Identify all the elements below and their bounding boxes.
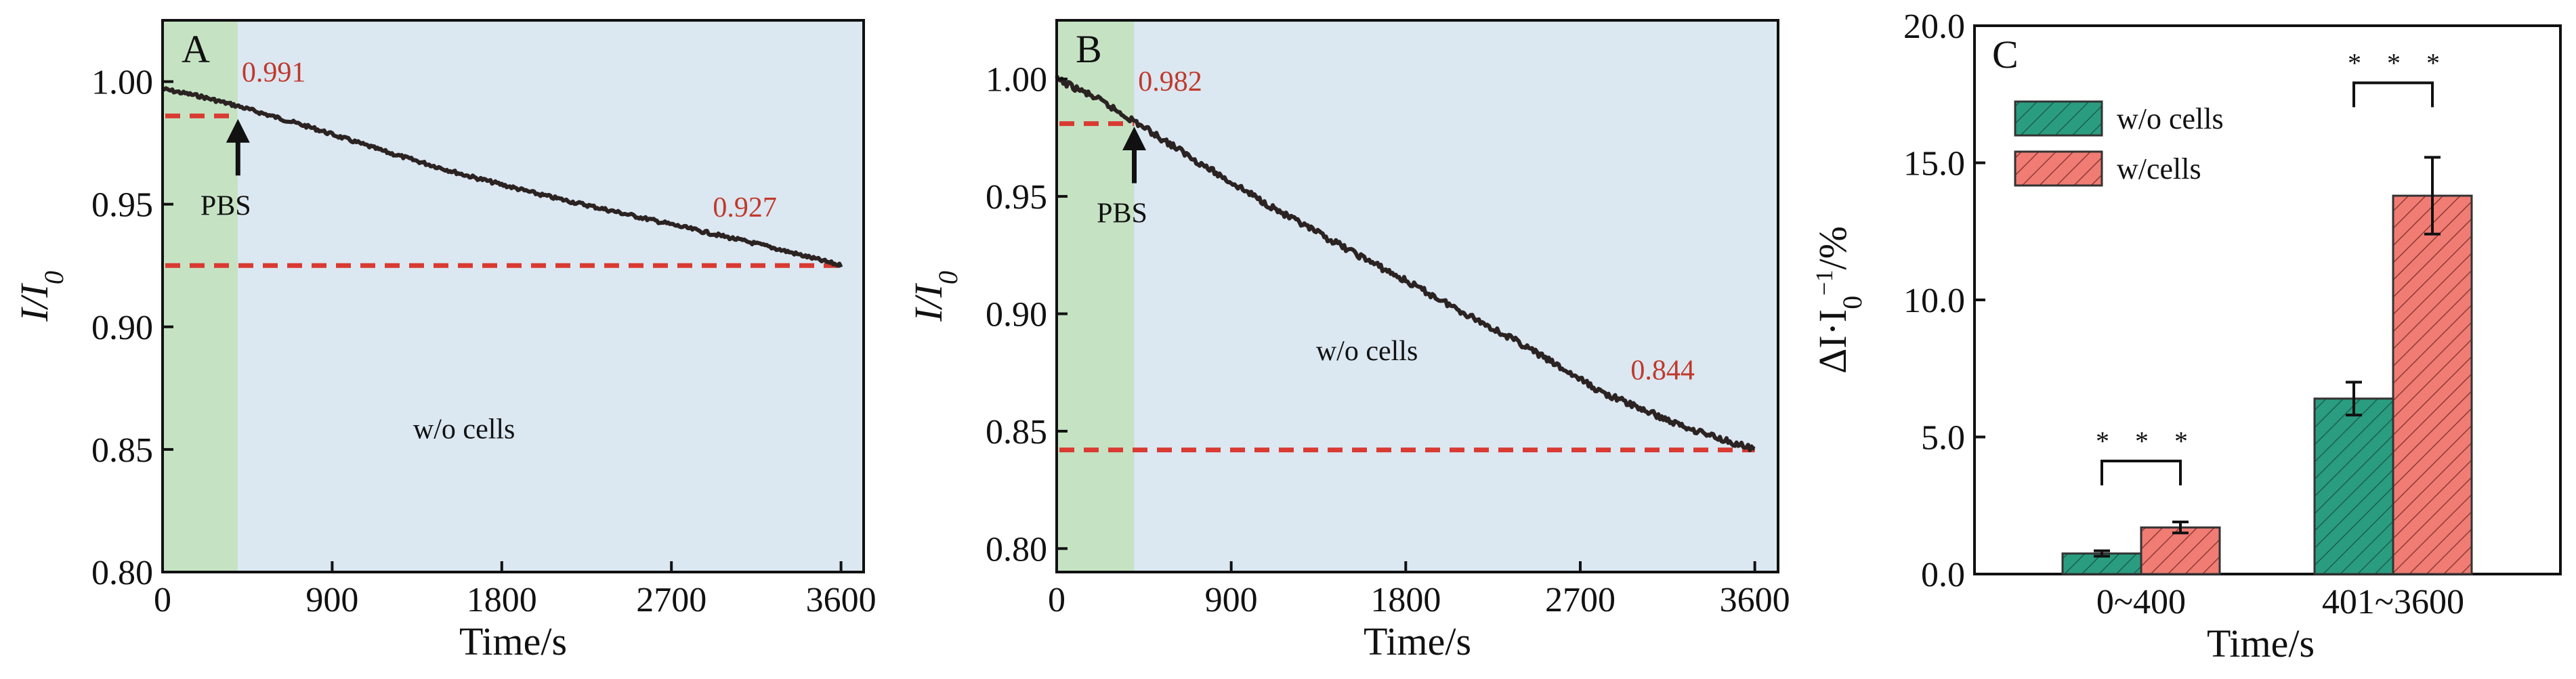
region-label: w/o cells bbox=[1316, 336, 1418, 367]
y-tick-label: 0.90 bbox=[986, 296, 1047, 334]
y-tick-label: 5.0 bbox=[1921, 419, 1965, 458]
x-tick-label: 3600 bbox=[1720, 581, 1790, 619]
bars bbox=[2061, 194, 2473, 575]
significance-label: * * * bbox=[2348, 47, 2449, 78]
bar bbox=[2313, 397, 2394, 575]
annotation-start: 0.991 bbox=[242, 58, 306, 89]
x-tick-label: 1800 bbox=[1370, 581, 1441, 619]
x-axis-ticks: 0 900 1800 2700 3600 bbox=[154, 561, 877, 619]
significance-label: * * * bbox=[2096, 426, 2197, 456]
x-tick-label: 3600 bbox=[806, 581, 877, 619]
error-bars bbox=[2094, 156, 2441, 558]
significance-bracket bbox=[2352, 81, 2434, 108]
panel-b: 0 900 1800 2700 3600 0.800.850.900.951.00 B … bbox=[906, 19, 1790, 663]
panel-c: * * * * * * 0~400 401~3600 0.0 5.0 10.0 15.0 2… bbox=[1811, 7, 2562, 665]
region-label: w/o cells bbox=[413, 414, 515, 445]
y-tick-label: 15.0 bbox=[1903, 145, 1965, 183]
y-axis-title: I/I0 bbox=[906, 271, 963, 322]
legend-swatch-wo-cells bbox=[2014, 100, 2103, 137]
y-axis-ticks: 0.80 0.85 0.90 0.95 1.00 bbox=[986, 61, 1068, 569]
significance-bracket bbox=[2100, 460, 2182, 486]
panel-letter: B bbox=[1076, 27, 1102, 71]
y-axis-ticks: 0.0 5.0 10.0 15.0 20.0 bbox=[1903, 7, 1985, 594]
x-tick-label: 0 bbox=[1048, 581, 1065, 619]
x-tick-label: 2700 bbox=[1545, 581, 1616, 619]
y-tick-label: 10.0 bbox=[1903, 282, 1965, 320]
pbs-arrow-label: PBS bbox=[200, 190, 251, 221]
legend-label-w-cells: w/cells bbox=[2117, 152, 2201, 185]
y-tick-label: 0.90 bbox=[91, 309, 153, 347]
cells-region bbox=[1134, 20, 1778, 572]
annotation-end: 0.927 bbox=[713, 192, 777, 223]
cells-region bbox=[238, 20, 864, 572]
y-axis-ticks: 0.80 0.85 0.90 0.95 1.00 bbox=[91, 64, 173, 592]
plot-frame bbox=[161, 19, 865, 573]
y-tick-label: 0.95 bbox=[91, 186, 153, 225]
x-tick-label: 0~400 bbox=[2096, 583, 2186, 621]
x-tick-label: 900 bbox=[1205, 581, 1258, 619]
x-axis-ticks: 0 900 1800 2700 3600 bbox=[1048, 561, 1790, 619]
y-tick-label: 0.80 bbox=[986, 530, 1047, 569]
y-tick-label: 1.00 bbox=[986, 61, 1047, 100]
y-tick-label: 0.0 bbox=[1921, 556, 1965, 594]
y-tick-label: 0.85 bbox=[986, 413, 1047, 452]
pbs-region bbox=[1057, 20, 1135, 572]
panel-letter: A bbox=[182, 27, 210, 71]
legend: w/o cells w/cells bbox=[2014, 100, 2224, 187]
bar bbox=[2140, 526, 2221, 575]
y-tick-label: 1.00 bbox=[91, 64, 153, 102]
x-axis-title: Time/s bbox=[1364, 619, 1471, 663]
x-tick-label: 401~3600 bbox=[2322, 583, 2464, 621]
y-axis-title: ΔI·I0−1/% bbox=[1811, 226, 1867, 374]
x-axis-ticks: 0~400 401~3600 bbox=[2096, 583, 2464, 621]
y-tick-label: 0.80 bbox=[91, 554, 153, 592]
pbs-arrow-label: PBS bbox=[1097, 198, 1147, 229]
annotation-start: 0.982 bbox=[1138, 66, 1202, 97]
x-tick-label: 2700 bbox=[636, 581, 706, 619]
plot-frame bbox=[1055, 19, 1779, 573]
annotation-end: 0.844 bbox=[1630, 355, 1695, 387]
y-tick-label: 20.0 bbox=[1903, 7, 1965, 46]
y-tick-label: 0.85 bbox=[91, 431, 153, 470]
panel-a: 0 900 1800 2700 3600 0.800.850.900.951.00 A … bbox=[12, 19, 877, 663]
x-axis-title: Time/s bbox=[459, 619, 567, 663]
legend-swatch-w-cells bbox=[2014, 150, 2103, 187]
x-tick-label: 900 bbox=[305, 581, 358, 619]
legend-label-wo-cells: w/o cells bbox=[2117, 102, 2224, 135]
panel-letter: C bbox=[1992, 32, 2019, 76]
x-tick-label: 1800 bbox=[467, 581, 537, 619]
series-line bbox=[162, 86, 843, 268]
bar bbox=[2392, 194, 2473, 575]
x-axis-title: Time/s bbox=[2207, 621, 2315, 665]
significance-brackets: * * * * * * bbox=[2096, 47, 2449, 486]
series-line bbox=[1055, 74, 1756, 452]
y-axis-title: I/I0 bbox=[12, 271, 69, 322]
x-tick-label: 0 bbox=[154, 581, 171, 619]
y-tick-label: 0.95 bbox=[986, 178, 1047, 217]
pbs-region bbox=[163, 20, 238, 572]
